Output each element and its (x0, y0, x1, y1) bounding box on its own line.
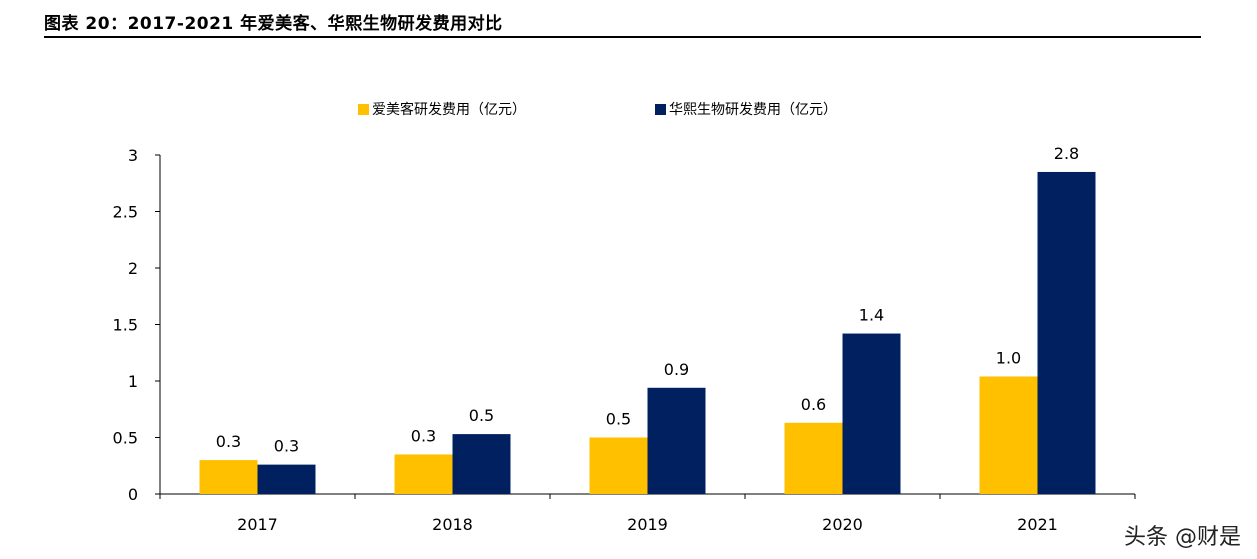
x-tick-label: 2019 (627, 515, 668, 534)
bar-hxsw-2018 (452, 434, 511, 494)
bar-hxsw-2019 (647, 387, 706, 494)
y-tick-label: 0 (128, 485, 138, 504)
x-tick-label: 2020 (822, 515, 863, 534)
y-tick-label: 3 (128, 146, 138, 165)
data-label: 0.6 (801, 395, 826, 414)
data-label: 1.4 (859, 306, 884, 325)
data-label: 1.0 (996, 348, 1021, 367)
bar-amk-2019 (589, 437, 648, 494)
data-label: 0.5 (606, 410, 631, 429)
x-tick-label: 2021 (1017, 515, 1058, 534)
x-tick-label: 2018 (432, 515, 473, 534)
bar-hxsw-2020 (842, 333, 901, 494)
data-label: 0.3 (216, 432, 241, 451)
data-label: 0.5 (469, 406, 494, 425)
legend-swatch-amk (358, 103, 369, 115)
title-divider (44, 36, 1201, 38)
bar-hxsw-2017 (257, 464, 316, 494)
watermark: 头条 @财是 (1124, 525, 1241, 550)
legend-label-amk: 爱美客研发费用（亿元） (372, 102, 526, 118)
legend-label-hxsw: 华熙生物研发费用（亿元） (669, 102, 837, 118)
data-label: 0.3 (411, 426, 436, 445)
data-label: 2.8 (1054, 144, 1079, 163)
y-tick-label: 1.5 (113, 316, 138, 335)
bar-amk-2018 (394, 454, 453, 494)
bar-amk-2020 (784, 422, 843, 494)
legend-item-hxsw: 华熙生物研发费用（亿元） (655, 99, 837, 119)
bar-hxsw-2021 (1037, 171, 1096, 494)
data-label: 0.3 (274, 437, 299, 456)
legend-swatch-hxsw (655, 103, 666, 115)
y-tick-label: 0.5 (113, 429, 138, 448)
figure-title: 图表 20：2017-2021 年爱美客、华熙生物研发费用对比 (44, 14, 503, 34)
x-tick-label: 2017 (237, 515, 278, 534)
legend-item-amk: 爱美客研发费用（亿元） (358, 99, 526, 119)
bar-amk-2017 (199, 460, 258, 494)
y-tick-label: 2 (128, 259, 138, 278)
chart-legend: 爱美客研发费用（亿元） 华熙生物研发费用（亿元） (358, 99, 966, 119)
bar-amk-2021 (979, 376, 1038, 494)
y-tick-label: 1 (128, 372, 138, 391)
y-tick-label: 2.5 (113, 203, 138, 222)
data-label: 0.9 (664, 360, 689, 379)
